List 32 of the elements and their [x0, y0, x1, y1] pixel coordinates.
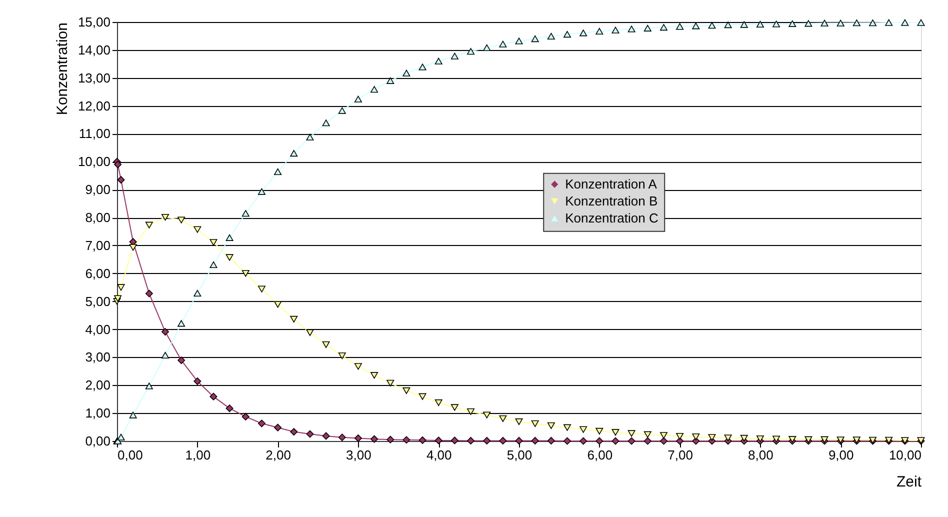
- x-tick-label: 10,00: [888, 448, 922, 462]
- y-tick-label: 0,00: [85, 434, 110, 448]
- y-tick-label: 13,00: [78, 70, 110, 86]
- y-tick-label: 10,00: [78, 154, 110, 170]
- x-tick-label: 2,00: [266, 448, 291, 462]
- y-tick-label: 14,00: [78, 42, 110, 58]
- x-axis-title: Zeit: [896, 474, 922, 490]
- x-tick-label: 5,00: [506, 448, 532, 462]
- y-tick-label: 12,00: [78, 98, 110, 114]
- legend-label: Konzentration B: [565, 193, 658, 208]
- y-tick-label: 11,00: [78, 126, 110, 142]
- y-tick-label: 5,00: [85, 294, 110, 309]
- x-tick-label: 3,00: [346, 448, 372, 462]
- x-tick-label: 7,00: [668, 448, 693, 462]
- y-tick-label: 4,00: [85, 322, 110, 337]
- x-tick-label: 0,00: [118, 448, 143, 462]
- y-tick-label: 1,00: [85, 406, 110, 421]
- y-tick-label: 7,00: [85, 238, 110, 253]
- y-tick-label: 15,00: [78, 14, 110, 30]
- y-tick-label: 6,00: [85, 266, 110, 281]
- x-tick-label: 9,00: [828, 448, 854, 462]
- x-tick-label: 1,00: [185, 448, 211, 462]
- x-tick-label: 4,00: [426, 448, 452, 462]
- y-tick-label: 8,00: [85, 210, 110, 226]
- y-tick-label: 9,00: [85, 182, 110, 198]
- y-tick-label: 3,00: [85, 350, 110, 365]
- x-tick-label: 8,00: [748, 448, 774, 462]
- legend-label: Konzentration C: [565, 210, 658, 226]
- y-tick-label: 2,00: [85, 378, 110, 393]
- y-axis-title: Konzentration: [54, 22, 71, 116]
- x-tick-label: 6,00: [587, 448, 613, 462]
- legend-label: Konzentration A: [565, 176, 658, 192]
